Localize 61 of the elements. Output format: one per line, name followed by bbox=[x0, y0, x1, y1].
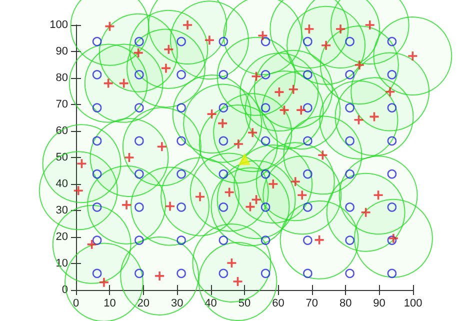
point bbox=[104, 78, 113, 88]
x-tick-label: 100 bbox=[404, 298, 422, 310]
point bbox=[268, 180, 278, 188]
point bbox=[296, 106, 306, 115]
point bbox=[248, 128, 258, 138]
point bbox=[354, 60, 364, 70]
point bbox=[386, 87, 395, 96]
point bbox=[87, 240, 96, 249]
point bbox=[157, 142, 166, 152]
point bbox=[166, 202, 175, 211]
point bbox=[234, 139, 243, 148]
point bbox=[252, 72, 261, 81]
point bbox=[233, 277, 242, 286]
point bbox=[288, 84, 298, 94]
y-tick-label: 100 bbox=[50, 19, 68, 31]
point bbox=[238, 153, 250, 166]
point bbox=[122, 200, 132, 210]
point bbox=[227, 258, 236, 268]
point bbox=[155, 271, 164, 280]
x-tick-label: 60 bbox=[272, 298, 284, 310]
point bbox=[365, 20, 374, 30]
point bbox=[218, 118, 228, 128]
point bbox=[280, 106, 289, 115]
point bbox=[99, 278, 108, 287]
point bbox=[207, 110, 216, 119]
y-tick-label: 20 bbox=[56, 231, 68, 243]
point bbox=[258, 31, 268, 40]
point bbox=[252, 195, 261, 204]
point bbox=[161, 64, 170, 73]
y-tick-label: 70 bbox=[56, 98, 68, 110]
x-tick-label: 50 bbox=[238, 298, 251, 310]
point bbox=[204, 36, 214, 45]
x-tick-label: 70 bbox=[306, 298, 318, 310]
x-tick-label: 10 bbox=[104, 298, 116, 310]
x-tick-label: 20 bbox=[137, 298, 150, 310]
x-tick-label: 80 bbox=[339, 298, 352, 310]
point bbox=[318, 150, 328, 160]
x-tick-label: 30 bbox=[170, 298, 184, 310]
point bbox=[298, 190, 307, 200]
y-tick-label: 80 bbox=[56, 72, 68, 84]
y-tick-label: 90 bbox=[56, 46, 68, 58]
point bbox=[322, 40, 331, 50]
y-tick-label: 30 bbox=[56, 204, 68, 216]
x-tick-label: 90 bbox=[373, 298, 386, 310]
point bbox=[361, 208, 370, 217]
point bbox=[408, 52, 418, 61]
point bbox=[290, 177, 300, 186]
point bbox=[119, 78, 128, 88]
point bbox=[314, 235, 324, 244]
x-tick-label: 0 bbox=[72, 298, 80, 310]
point bbox=[183, 20, 192, 30]
point bbox=[196, 192, 205, 202]
y-tick-label: 40 bbox=[56, 178, 68, 190]
point bbox=[74, 186, 83, 196]
point bbox=[124, 153, 134, 162]
point bbox=[374, 190, 383, 200]
point bbox=[336, 24, 346, 34]
point bbox=[304, 24, 314, 34]
point bbox=[164, 44, 174, 54]
point bbox=[354, 115, 364, 124]
point bbox=[274, 88, 284, 97]
